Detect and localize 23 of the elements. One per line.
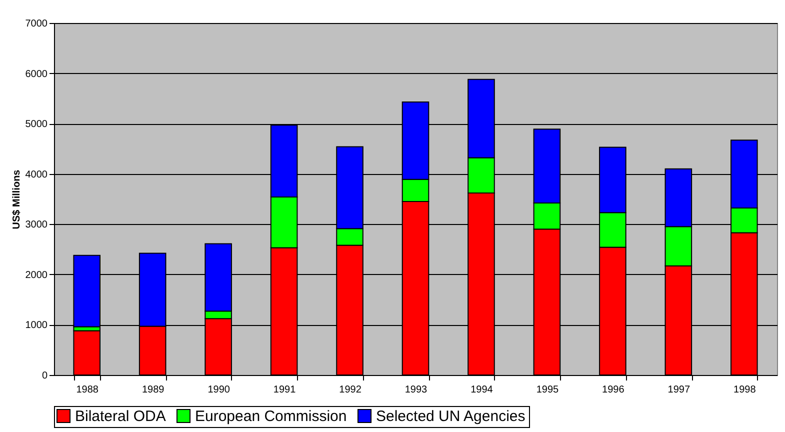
x-tick-label: 1993 — [404, 384, 428, 396]
x-tick-label: 1997 — [668, 384, 690, 396]
y-tick-label: 1000 — [25, 320, 48, 332]
y-tick-label: 5000 — [25, 119, 48, 130]
y-tick-label: 3000 — [25, 220, 48, 231]
y-tick-label: 0 — [42, 370, 48, 382]
x-tick-label: 1991 — [273, 384, 296, 396]
x-tick-label: 1988 — [76, 384, 99, 396]
legend-label: European Commission — [195, 408, 347, 425]
x-tick-label: 1990 — [208, 384, 230, 396]
y-axis-title: US$ Millions — [11, 169, 22, 230]
legend-label: Bilateral ODA — [75, 408, 166, 425]
y-tick-label: 7000 — [25, 18, 48, 30]
legend-label: Selected UN Agencies — [376, 408, 526, 425]
x-tick-label: 1998 — [734, 384, 756, 396]
y-tick-label: 6000 — [25, 68, 48, 80]
y-tick-label: 4000 — [25, 169, 48, 180]
x-tick-label: 1995 — [536, 384, 560, 396]
x-tick-label: 1994 — [470, 384, 494, 396]
x-tick-label: 1992 — [339, 384, 362, 396]
x-tick-label: 1996 — [602, 384, 625, 396]
y-tick-label: 2000 — [25, 270, 48, 281]
x-tick-label: 1989 — [142, 384, 165, 396]
